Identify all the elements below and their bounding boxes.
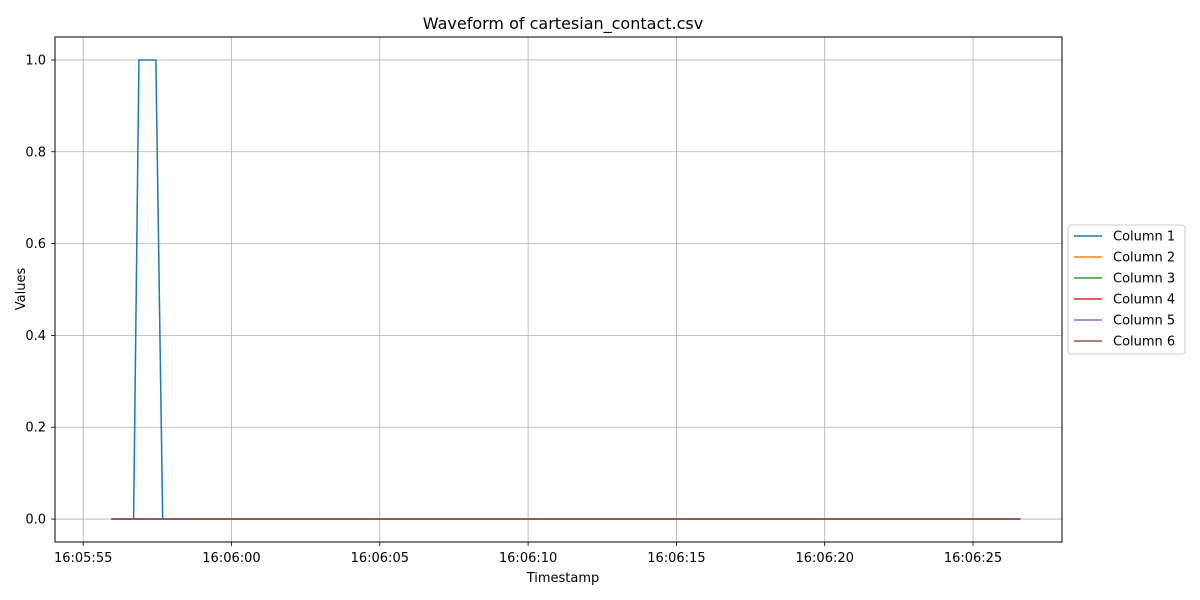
legend-label-6: Column 6 <box>1113 335 1175 350</box>
y-tick-label: 0.4 <box>25 329 46 344</box>
x-tick-label: 16:05:55 <box>54 551 112 566</box>
legend-items: Column 1 Column 2 Column 3 Column 4 Column 5… <box>1074 230 1175 350</box>
y-tick-label: 1.0 <box>25 53 46 68</box>
y-tick-label: 0.2 <box>25 421 46 436</box>
series-layer <box>111 59 1021 520</box>
x-tick-label: 16:06:15 <box>647 551 705 566</box>
y-tick-label: 0.0 <box>25 513 46 528</box>
x-tick-label: 16:06:00 <box>202 551 260 566</box>
y-axis-label: Values <box>14 268 29 311</box>
x-axis-label: Timestamp <box>526 571 600 586</box>
legend-label-4: Column 4 <box>1113 293 1175 308</box>
y-tick-label: 0.6 <box>25 237 46 252</box>
chart-title: Waveform of cartesian_contact.csv <box>423 14 703 34</box>
legend-label-3: Column 3 <box>1113 272 1175 287</box>
x-tick-label: 16:06:05 <box>351 551 409 566</box>
x-tick-label: 16:06:20 <box>796 551 854 566</box>
grid-layer <box>55 37 1062 542</box>
legend-label-2: Column 2 <box>1113 251 1175 266</box>
plot-frame <box>54 36 1063 543</box>
ticks-layer: 16:05:55 16:06:00 16:06:05 16:06:10 16:06:15… <box>25 53 1002 566</box>
legend-label-1: Column 1 <box>1113 230 1175 245</box>
series-line-1 <box>111 59 1021 520</box>
y-tick-label: 0.8 <box>25 145 46 160</box>
x-tick-label: 16:06:10 <box>499 551 557 566</box>
legend-label-5: Column 5 <box>1113 314 1175 329</box>
legend: Column 1 Column 2 Column 3 Column 4 Column 5… <box>1067 224 1186 355</box>
x-tick-label: 16:06:25 <box>944 551 1002 566</box>
